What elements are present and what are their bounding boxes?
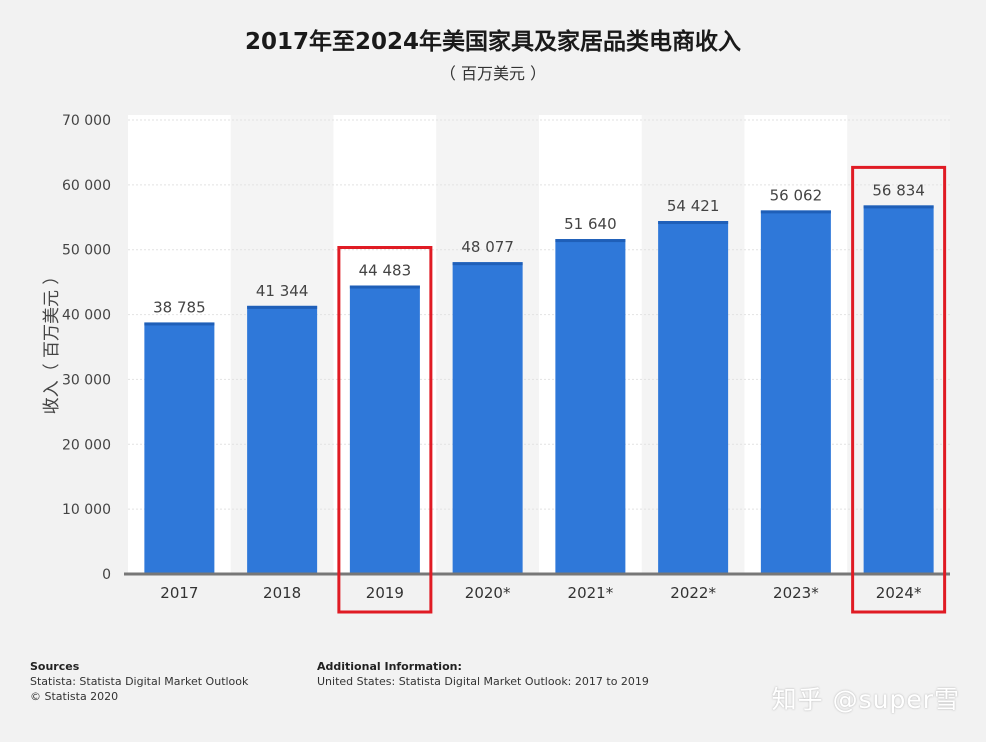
bar-top-edge xyxy=(658,221,729,225)
bar xyxy=(144,322,215,574)
x-tick-label: 2023* xyxy=(773,584,819,602)
y-tick-label: 10 000 xyxy=(62,502,111,518)
highlight-box xyxy=(851,165,947,614)
data-label: 56 834 xyxy=(872,181,925,199)
data-label: 54 421 xyxy=(667,197,720,215)
x-tick-label: 2022* xyxy=(670,584,716,602)
data-label: 41 344 xyxy=(256,282,309,300)
y-tick-label: 0 xyxy=(102,567,111,583)
chart-subtitle: （ 百万美元 ） xyxy=(439,64,547,83)
bar-top-edge xyxy=(760,210,831,214)
sources-heading: Sources xyxy=(30,660,80,673)
y-tick-label: 20 000 xyxy=(62,437,111,453)
bar xyxy=(658,221,729,574)
y-tick-label: 70 000 xyxy=(62,113,111,129)
y-axis-title: 收入（ 百万美元 ） xyxy=(42,268,62,415)
x-tick-label: 2024* xyxy=(876,584,922,602)
bar xyxy=(247,305,318,574)
data-label: 48 077 xyxy=(461,238,514,256)
chart-title: 2017年至2024年美国家具及家居品类电商收入 xyxy=(244,29,742,55)
bar xyxy=(555,239,626,575)
bar xyxy=(349,285,420,574)
data-label: 56 062 xyxy=(770,186,823,204)
additional-info-block: Additional Information: United States: S… xyxy=(317,659,649,689)
bar xyxy=(452,262,523,574)
bar-top-edge xyxy=(555,239,626,243)
y-tick-label: 40 000 xyxy=(62,308,111,324)
x-tick-label: 2017 xyxy=(160,584,198,602)
highlight-box xyxy=(337,245,433,614)
additional-info-line: United States: Statista Digital Market O… xyxy=(317,675,649,688)
x-tick-label: 2021* xyxy=(568,584,614,602)
bar-top-edge xyxy=(247,305,318,309)
bar xyxy=(760,210,831,574)
additional-info-heading: Additional Information: xyxy=(317,660,462,673)
data-label: 38 785 xyxy=(153,298,206,316)
watermark: 知乎 @super雪 xyxy=(771,685,960,714)
bar-top-edge xyxy=(452,262,523,266)
x-tick-label: 2019 xyxy=(366,584,404,602)
y-tick-label: 50 000 xyxy=(62,243,111,259)
bar-top-edge xyxy=(349,285,420,289)
data-label: 44 483 xyxy=(359,261,412,279)
sources-block: Sources Statista: Statista Digital Marke… xyxy=(30,659,248,704)
y-tick-label: 60 000 xyxy=(62,178,111,194)
data-label: 51 640 xyxy=(564,215,617,233)
x-tick-label: 2020* xyxy=(465,584,511,602)
bar-top-edge xyxy=(863,205,934,209)
bar-top-edge xyxy=(144,322,215,326)
sources-line: Statista: Statista Digital Market Outloo… xyxy=(30,675,249,688)
y-tick-label: 30 000 xyxy=(62,372,111,388)
x-tick-label: 2018 xyxy=(263,584,301,602)
copyright-line: © Statista 2020 xyxy=(30,690,119,703)
bar xyxy=(863,205,934,574)
